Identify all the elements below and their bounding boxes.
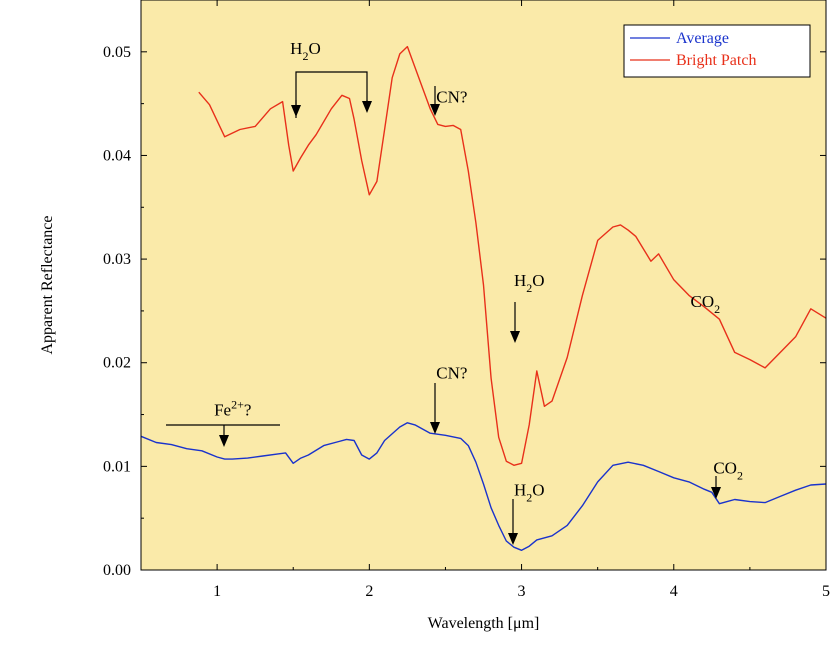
- annotation-arrowhead: [362, 101, 372, 113]
- legend-label-bright-patch: Bright Patch: [676, 52, 756, 69]
- x-tick-label: 5: [822, 583, 830, 600]
- annotation-label: CN?: [436, 363, 467, 382]
- plot-frame: [140, 0, 827, 571]
- x-tick-label: 1: [213, 583, 221, 600]
- legend-label-average: Average: [676, 30, 729, 47]
- x-axis-title: Wavelength [μm]: [428, 615, 540, 632]
- annotation-arrowhead: [508, 533, 518, 545]
- annotation-label: CN?: [436, 88, 467, 107]
- annotation-label: CO2: [713, 459, 743, 483]
- annotations-layer: H2O CN? H2O CO2 Fe2+? CN? H2O CO2: [166, 39, 743, 545]
- annotation-arrowhead: [219, 435, 229, 447]
- y-tick-label: 0.05: [103, 44, 131, 61]
- annotation-label: H2O: [290, 39, 321, 63]
- annotation-label: H2O: [514, 271, 545, 295]
- y-tick-label: 0.02: [103, 355, 131, 372]
- annotation-arrowhead: [711, 487, 721, 499]
- series-line-average: [140, 422, 827, 551]
- y-tick-label: 0.00: [103, 562, 131, 579]
- annotation-label: CO2: [691, 292, 721, 316]
- y-axis-title: Apparent Reflectance: [39, 215, 56, 354]
- annotation-arrowhead: [430, 422, 440, 434]
- annotation-label: H2O: [514, 480, 545, 504]
- axes-layer: 1 2 3 4 5 0.00 0.01 0.02 0.03 0.04 0.05: [103, 0, 830, 600]
- x-tick-label: 3: [518, 583, 526, 600]
- x-tick-label: 2: [365, 583, 373, 600]
- series-layer: [140, 45, 827, 551]
- y-tick-label: 0.03: [103, 251, 131, 268]
- annotation-label: Fe2+?: [214, 398, 251, 420]
- h2o-bracket: [295, 71, 368, 118]
- annotation-arrowhead: [430, 104, 440, 116]
- x-tick-label: 4: [670, 583, 678, 600]
- annotation-arrowhead: [291, 105, 301, 117]
- y-tick-label: 0.04: [103, 147, 131, 164]
- y-tick-label: 0.01: [103, 458, 131, 475]
- legend: Average Bright Patch: [623, 24, 811, 78]
- series-line-bright-patch: [198, 45, 827, 466]
- legend-box: [623, 24, 811, 78]
- annotation-arrowhead: [510, 331, 520, 343]
